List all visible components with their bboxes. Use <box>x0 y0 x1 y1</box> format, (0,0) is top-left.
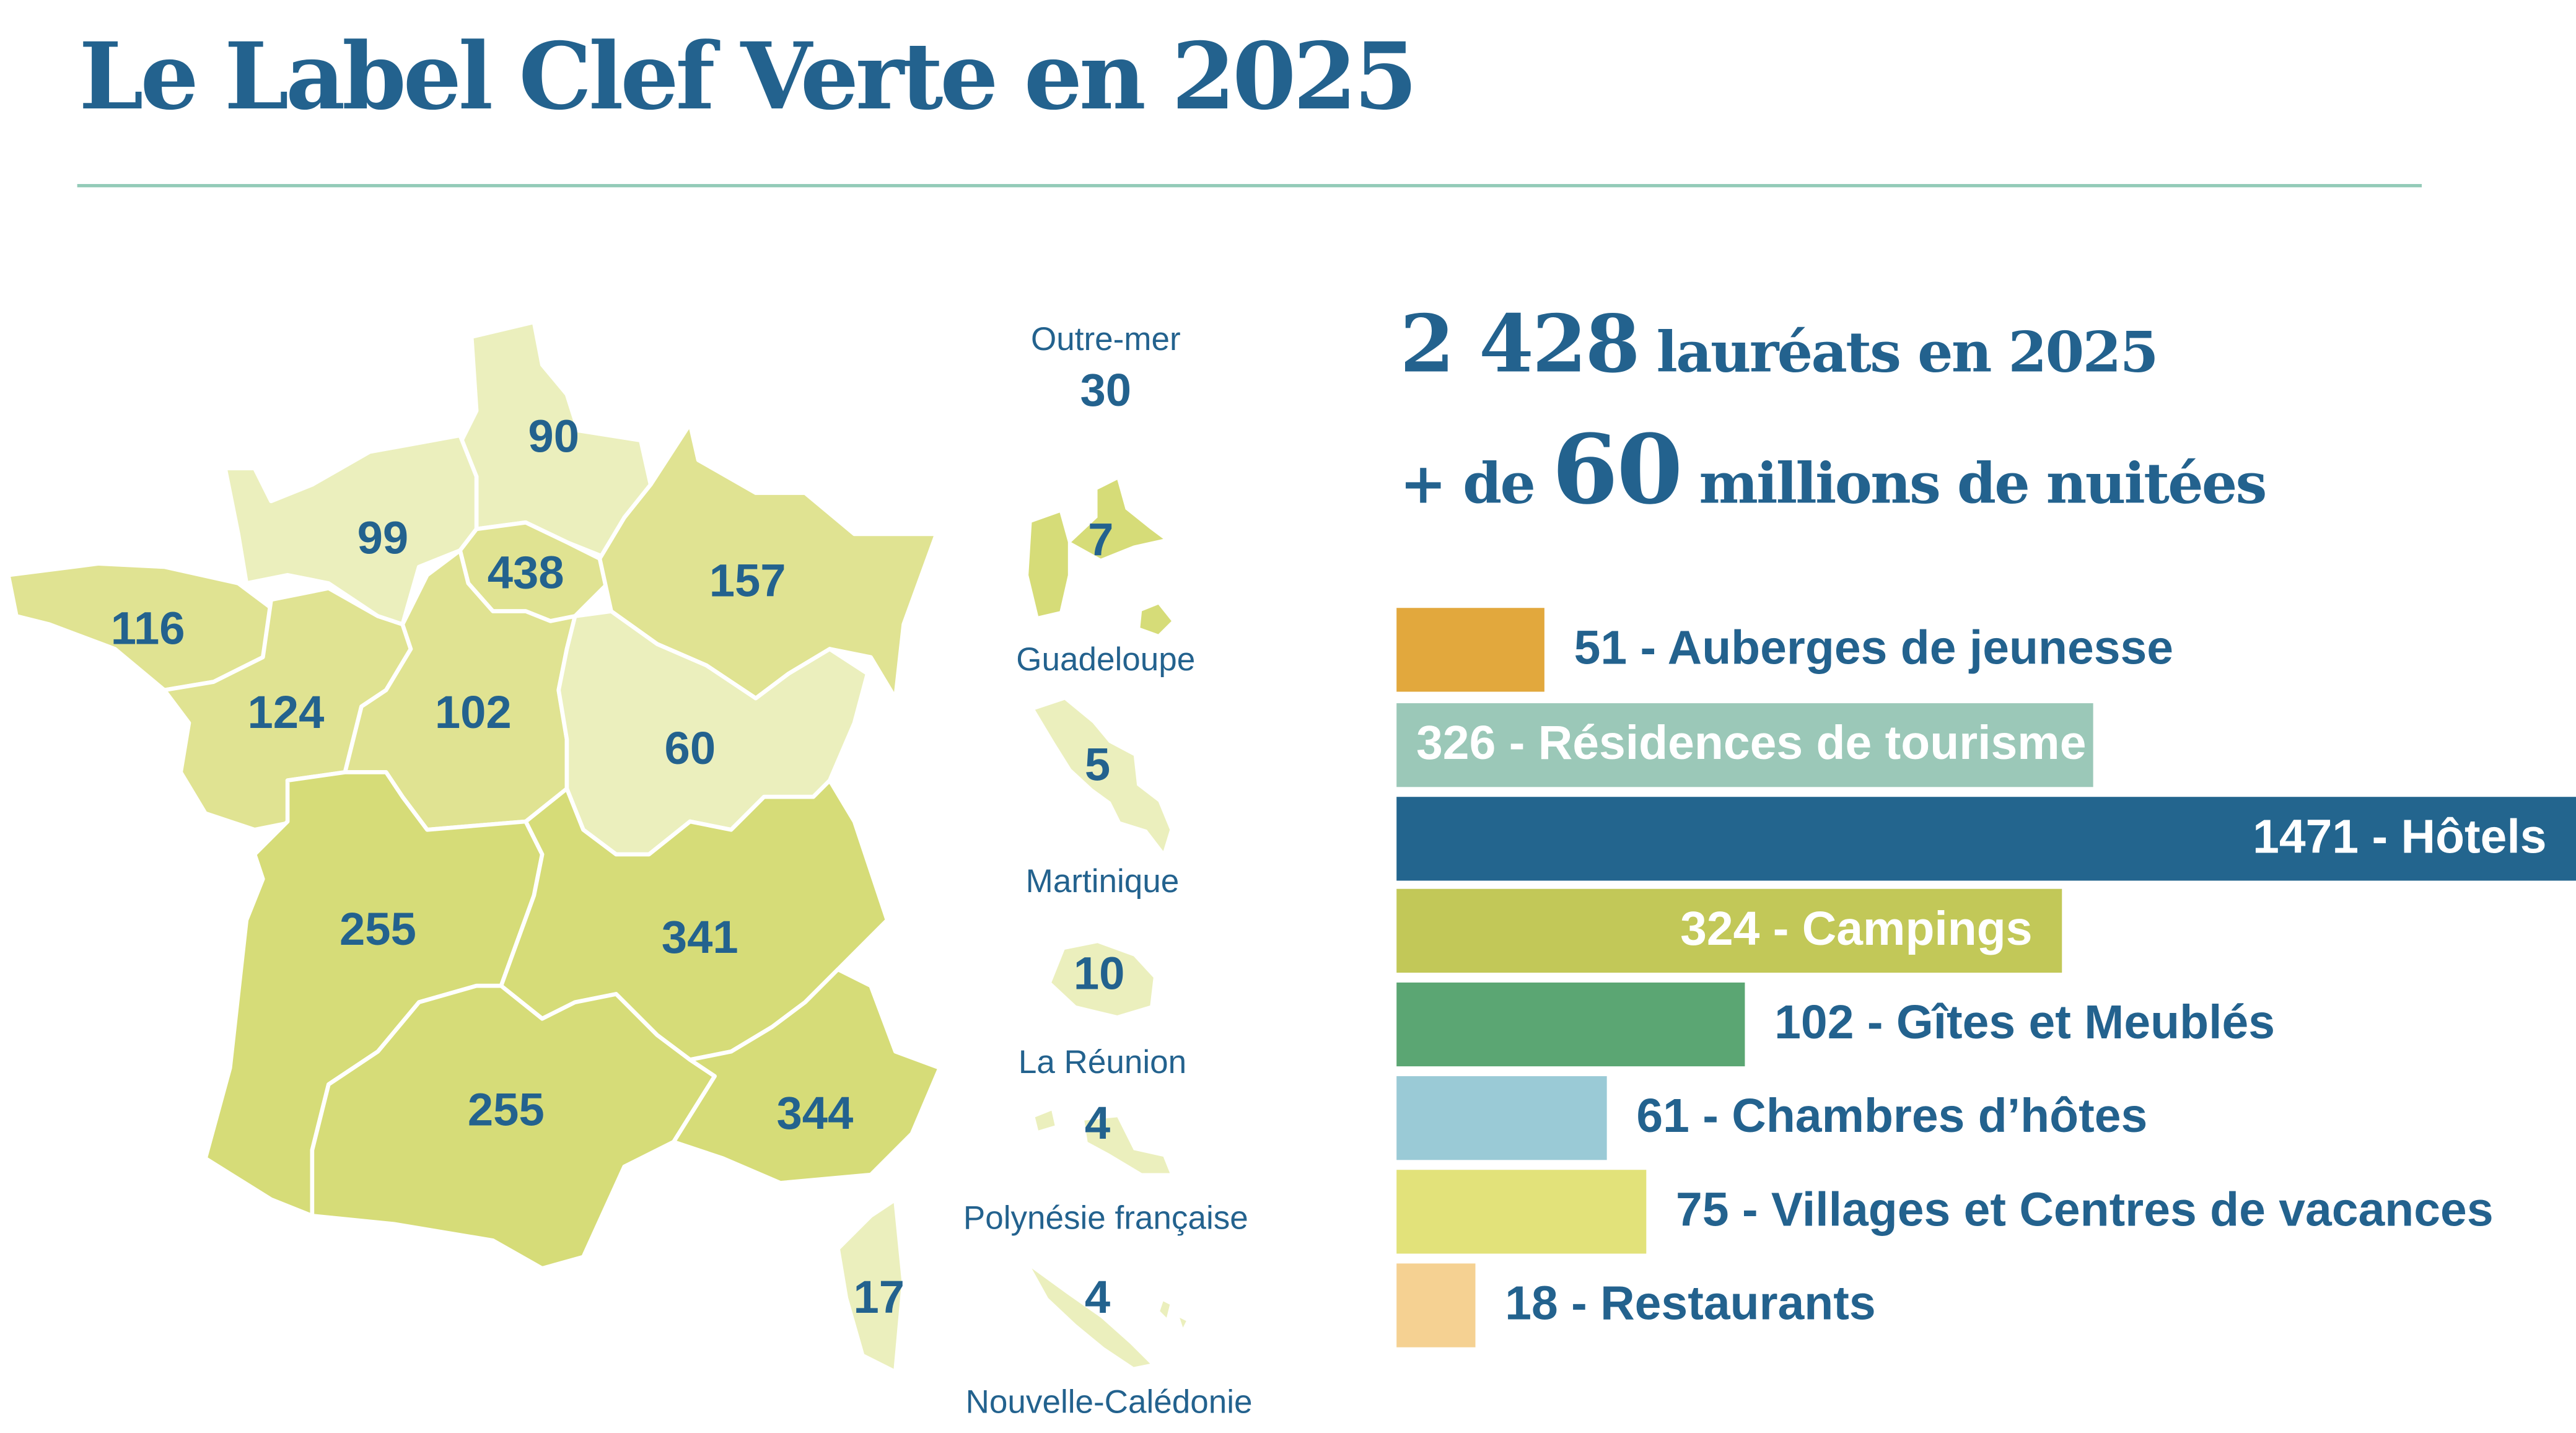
laureats-stat: 2 428 lauréats en 2025 <box>1400 299 2159 392</box>
region-value-centre-val-de-loire: 102 <box>435 686 512 738</box>
region-corse <box>836 1197 906 1374</box>
outremer-label: Outre-mer <box>1030 322 1181 359</box>
bar-7 <box>1396 1263 1476 1348</box>
region-value-auvergne-rhone-alpes: 341 <box>662 911 738 963</box>
bar-label-5: 61 - Chambres d’hôtes <box>1636 1090 2148 1144</box>
region-value-grand-est: 157 <box>709 555 786 607</box>
bar-label-3: 324 - Campings <box>1680 903 2033 957</box>
bar-0 <box>1396 608 1544 692</box>
guadeloupe-label: Guadeloupe <box>1016 642 1196 679</box>
nouvelle-caledonie-shape <box>1032 1268 1186 1367</box>
region-value-hauts-de-france: 90 <box>528 410 579 462</box>
bar-label-6: 75 - Villages et Centres de vacances <box>1676 1185 2494 1237</box>
outremer-total: 30 <box>1080 364 1132 416</box>
bar-4 <box>1396 982 1745 1067</box>
martinique-label: Martinique <box>1025 864 1180 901</box>
region-value-normandie: 99 <box>357 512 409 564</box>
reunion-shape <box>1051 943 1154 1015</box>
reunion-value: 10 <box>1073 948 1125 999</box>
title-divider <box>77 184 2422 188</box>
laureats-text: lauréats en 2025 <box>1656 320 2159 387</box>
bar-label-4: 102 - Gîtes et Meublés <box>1774 997 2276 1050</box>
bar-3 <box>1396 888 2062 973</box>
bar-6 <box>1396 1170 1647 1254</box>
nuitees-number: 60 <box>1552 414 1683 526</box>
guadeloupe-shape <box>1028 480 1172 634</box>
bar-2 <box>1396 797 2576 881</box>
bar-label-1: 326 - Résidences de tourisme <box>1416 717 2087 771</box>
guadeloupe-value: 7 <box>1088 514 1114 566</box>
polynesie-shape <box>1035 1110 1170 1173</box>
region-value-corse: 17 <box>854 1271 905 1323</box>
region-value-pays-de-la-loire: 124 <box>248 686 325 738</box>
region-value-nouvelle-aquitaine: 255 <box>340 903 416 955</box>
region-paca <box>672 967 942 1185</box>
bar-label-7: 18 - Restaurants <box>1505 1278 1876 1331</box>
page-title: Le Label Clef Verte en 2025 <box>79 23 1417 132</box>
bar-label-0: 51 - Auberges de jeunesse <box>1574 623 2174 675</box>
region-value-ile-de-france: 438 <box>488 546 564 598</box>
bar-5 <box>1396 1076 1607 1160</box>
region-value-bretagne: 116 <box>111 603 185 654</box>
nuitees-text: millions de nuitées <box>1699 452 2267 518</box>
region-value-occitanie: 255 <box>468 1084 545 1136</box>
polynesie-label: Polynésie française <box>963 1201 1248 1237</box>
bar-1 <box>1396 703 2093 787</box>
polynesie-value: 4 <box>1084 1097 1111 1149</box>
region-value-bourgogne-franche-comte: 60 <box>665 722 716 774</box>
nuitees-stat: + de 60 millions de nuitées <box>1400 414 2267 526</box>
martinique-value: 5 <box>1084 739 1111 791</box>
nouvelle-caledonie-value: 4 <box>1084 1271 1111 1323</box>
martinique-shape <box>1035 699 1170 851</box>
nouvelle-caledonie-label: Nouvelle-Calédonie <box>965 1385 1253 1421</box>
region-value-paca: 344 <box>776 1087 853 1139</box>
laureats-number: 2 428 <box>1400 299 1641 392</box>
reunion-label: La Réunion <box>1018 1045 1187 1082</box>
bar-label-2: 1471 - Hôtels <box>2253 812 2547 864</box>
nuitees-prefix: + de <box>1400 452 1536 518</box>
